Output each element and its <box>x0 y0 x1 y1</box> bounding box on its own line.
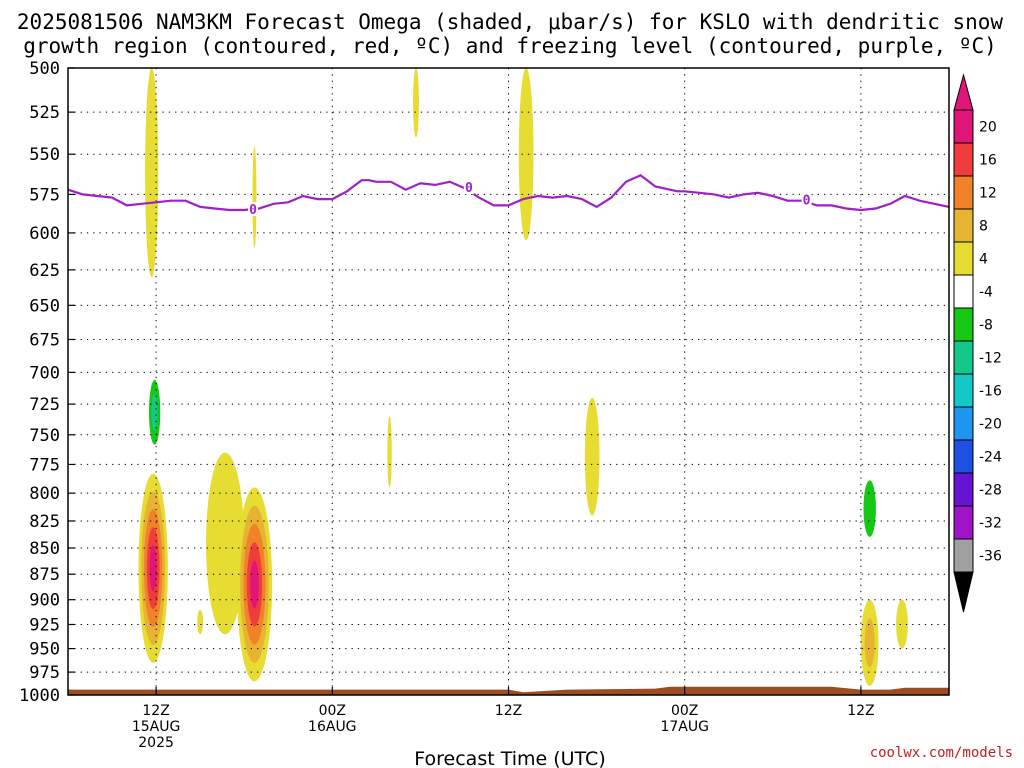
omega-contour--12 <box>151 393 158 431</box>
colorbar-top-arrow <box>953 73 974 111</box>
omega-contour--4 <box>240 428 245 447</box>
x-tick-label: 00Z <box>319 703 346 719</box>
colorbar-label--36: -36 <box>979 549 1002 565</box>
credit-text: coolwx.com/models <box>870 745 1013 761</box>
freezing-level-label: 0 <box>803 194 811 209</box>
x-tick-label: 12Z <box>495 703 522 719</box>
y-tick-label-650: 650 <box>29 296 60 316</box>
omega-contour--8 <box>863 480 876 537</box>
freezing-level-contour: 0 0 0 <box>68 174 949 218</box>
y-tick-label-975: 975 <box>29 663 60 683</box>
y-tick-label-700: 700 <box>29 363 60 383</box>
colorbar-swatch <box>953 538 974 573</box>
omega-contour--4 <box>565 515 570 585</box>
colorbar-swatch <box>953 472 974 507</box>
chart-title-line1: 2025081506 NAM3KM Forecast Omega (shaded… <box>17 10 1004 34</box>
y-axis: 500 525 550 575 600 625 650 675 700 725 750 775 800 8… <box>19 59 75 706</box>
y-tick-label-550: 550 <box>29 145 60 165</box>
freezing-level-line <box>68 174 949 212</box>
omega-contour--4 <box>178 422 187 532</box>
y-tick-label-775: 775 <box>29 455 60 475</box>
x-tick-label: 12Z <box>847 703 874 719</box>
colorbar-label--4: -4 <box>979 285 993 301</box>
omega-contour--4 <box>230 282 247 360</box>
omega-shading <box>138 68 908 686</box>
x-tick-label: 00Z <box>671 703 698 719</box>
omega-contour-8 <box>864 618 875 668</box>
y-tick-label-1000: 1000 <box>19 686 60 706</box>
x-tick-label: 12Z <box>142 703 169 719</box>
x-tick-label: 17AUG <box>660 719 709 735</box>
omega-contour-4 <box>145 68 159 278</box>
y-tick-label-525: 525 <box>29 103 60 123</box>
colorbar-label-16: 16 <box>979 153 997 169</box>
y-tick-label-825: 825 <box>29 512 60 532</box>
y-tick-label-725: 725 <box>29 395 60 415</box>
freezing-level-label: 0 <box>249 203 257 218</box>
colorbar-swatch <box>953 241 974 276</box>
omega-contour-20 <box>250 560 259 609</box>
colorbar-label--20: -20 <box>979 417 1002 433</box>
colorbar-swatch <box>953 142 974 177</box>
colorbar-label-4: 4 <box>979 252 988 268</box>
x-tick-label: 2025 <box>138 735 174 751</box>
omega-contour-20 <box>149 545 157 592</box>
y-tick-label-950: 950 <box>29 640 60 660</box>
colorbar-label--8: -8 <box>979 318 993 334</box>
omega-contour-4 <box>413 68 419 138</box>
freezing-label-bg <box>463 180 474 195</box>
y-tick-label-750: 750 <box>29 426 60 446</box>
y-tick-label-800: 800 <box>29 484 60 504</box>
chart-title-line2: growth region (contoured, red, ºC) and f… <box>23 34 997 58</box>
colorbar-label--16: -16 <box>979 384 1002 400</box>
omega-contour-4 <box>518 68 534 241</box>
colorbar-swatch <box>953 406 974 441</box>
freezing-label-bg <box>248 202 259 217</box>
colorbar-swatch <box>953 505 974 540</box>
freezing-label-bg <box>801 192 812 207</box>
colorbar-swatch <box>953 208 974 243</box>
colorbar-label--24: -24 <box>979 450 1002 466</box>
omega-contour-4 <box>206 452 245 635</box>
colorbar: 20 16 12 8 4 -4 -8 -12 -16 -20 -24 -28 -32 -36 <box>953 73 1002 613</box>
y-tick-label-500: 500 <box>29 59 60 79</box>
x-tick-label: 16AUG <box>308 719 357 735</box>
colorbar-swatch <box>953 307 974 342</box>
colorbar-swatch <box>953 439 974 474</box>
grid-lines <box>68 68 949 695</box>
y-tick-label-850: 850 <box>29 539 60 559</box>
y-tick-label-925: 925 <box>29 615 60 635</box>
y-tick-label-875: 875 <box>29 565 60 585</box>
freezing-level-label: 0 <box>465 181 473 196</box>
y-tick-label-625: 625 <box>29 261 60 281</box>
plot-frame <box>67 67 950 696</box>
colorbar-label-12: 12 <box>979 186 997 202</box>
omega-contour-4 <box>387 416 392 488</box>
colorbar-swatch <box>953 109 974 144</box>
omega-contour-4 <box>584 397 600 516</box>
x-tick-label: 15AUG <box>132 719 181 735</box>
colorbar-label--32: -32 <box>979 516 1002 532</box>
y-tick-label-575: 575 <box>29 185 60 205</box>
y-tick-label-675: 675 <box>29 330 60 350</box>
omega-contour-4 <box>252 145 257 248</box>
y-tick-label-600: 600 <box>29 224 60 244</box>
colorbar-label-8: 8 <box>979 219 988 235</box>
colorbar-label--12: -12 <box>979 351 1002 367</box>
colorbar-swatch <box>953 340 974 375</box>
y-tick-label-900: 900 <box>29 591 60 611</box>
colorbar-label-20: 20 <box>979 120 997 136</box>
colorbar-swatch <box>953 373 974 408</box>
colorbar-swatch <box>953 274 974 309</box>
colorbar-label--28: -28 <box>979 483 1002 499</box>
omega-contour-4 <box>197 609 204 635</box>
x-axis-label: Forecast Time (UTC) <box>414 748 605 768</box>
colorbar-swatch <box>953 175 974 210</box>
omega-contour-4 <box>896 599 908 649</box>
colorbar-bottom-arrow <box>953 571 974 613</box>
